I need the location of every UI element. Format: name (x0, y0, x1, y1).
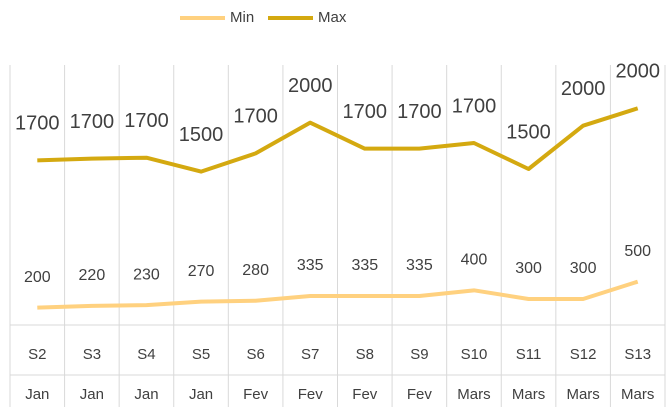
x-group-label: Jan (189, 386, 213, 403)
data-label: 1700 (124, 110, 169, 132)
series-line (37, 106, 639, 174)
data-label: 2000 (288, 75, 333, 97)
data-label: 1500 (506, 121, 551, 143)
x-tick-label: S12 (570, 346, 597, 363)
x-group-label: Fev (352, 386, 378, 403)
x-tick-label: S7 (301, 346, 319, 363)
data-label: 335 (297, 257, 324, 274)
data-label: 400 (461, 252, 488, 269)
x-tick-label: S10 (461, 346, 488, 363)
x-group-label: Mars (512, 386, 545, 403)
data-label: 2000 (615, 61, 660, 83)
x-tick-label: S13 (624, 346, 651, 363)
data-label: 500 (624, 243, 651, 260)
x-group-label: Fev (298, 386, 324, 403)
x-tick-label: S6 (246, 346, 264, 363)
data-label: 1700 (343, 101, 388, 123)
data-label: 1700 (233, 106, 278, 128)
data-label: 335 (406, 257, 433, 274)
x-group-label: Jan (25, 386, 49, 403)
x-group-label: Fev (407, 386, 433, 403)
data-label: 1700 (15, 113, 60, 135)
data-label: 2000 (561, 78, 606, 100)
data-label: 1700 (70, 111, 115, 133)
x-group-label: Mars (457, 386, 490, 403)
data-label: 230 (133, 266, 160, 283)
legend-label: Max (318, 9, 347, 26)
data-label: 1700 (397, 101, 442, 123)
x-tick-label: S11 (516, 346, 542, 363)
series-line (37, 279, 639, 310)
data-label: 300 (570, 260, 597, 277)
data-label: 335 (351, 257, 378, 274)
x-tick-label: S4 (137, 346, 155, 363)
x-group-label: Mars (621, 386, 654, 403)
x-group-label: Mars (566, 386, 599, 403)
x-tick-label: S5 (192, 346, 210, 363)
legend-label: Min (230, 9, 254, 26)
data-label: 200 (24, 269, 51, 286)
x-tick-label: S2 (28, 346, 46, 363)
x-group-label: Jan (80, 386, 104, 403)
x-tick-label: S9 (410, 346, 428, 363)
x-group-label: Jan (134, 386, 158, 403)
data-label: 270 (188, 263, 215, 280)
x-tick-label: S3 (83, 346, 101, 363)
x-tick-label: S8 (356, 346, 374, 363)
data-label: 280 (242, 262, 269, 279)
data-label: 300 (515, 260, 542, 277)
data-label: 1500 (179, 124, 224, 146)
data-label: 220 (79, 267, 106, 284)
data-label: 1700 (452, 95, 497, 117)
x-group-label: Fev (243, 386, 269, 403)
